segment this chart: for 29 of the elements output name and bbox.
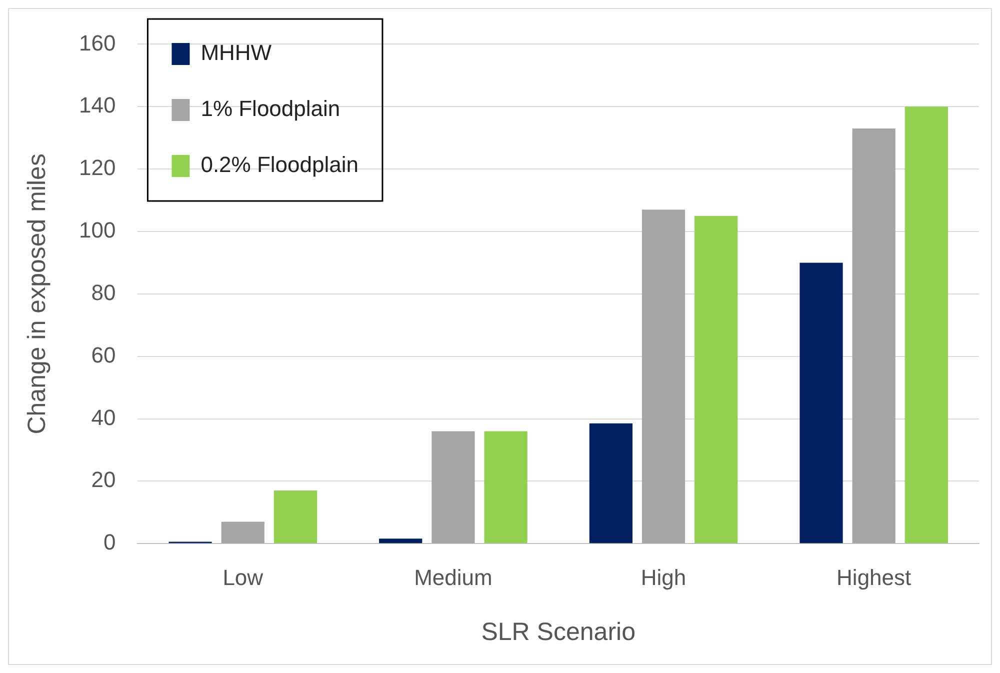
bar	[274, 490, 318, 544]
bar	[694, 216, 738, 544]
legend-label: 0.2% Floodplain	[200, 152, 358, 178]
bar	[852, 128, 896, 544]
legend-label: MHHW	[200, 40, 272, 66]
bar	[432, 431, 475, 544]
y-tick-label: 140	[78, 92, 116, 118]
bar	[484, 431, 528, 544]
x-tick-label: High	[640, 564, 686, 590]
y-axis-title: Change in exposed miles	[22, 154, 51, 434]
bar	[800, 262, 843, 544]
y-tick-label: 20	[91, 467, 116, 492]
y-tick-label: 0	[103, 530, 116, 555]
y-tick-label: 60	[91, 342, 116, 368]
bar	[221, 522, 264, 544]
bar	[589, 423, 632, 544]
y-tick-label: 80	[91, 280, 116, 305]
y-tick-label: 100	[78, 218, 116, 243]
x-tick-label: Highest	[836, 564, 912, 590]
bar	[904, 106, 948, 544]
x-tick-label: Medium	[414, 564, 492, 590]
x-tick-label: Low	[222, 564, 264, 590]
x-axis-title: SLR Scenario	[481, 618, 636, 646]
bar	[642, 210, 686, 544]
bar	[379, 538, 422, 544]
y-tick-label: 40	[91, 404, 116, 430]
y-tick-label: 160	[78, 30, 116, 56]
legend-label: 1% Floodplain	[200, 96, 340, 122]
y-tick-label: 120	[78, 155, 116, 180]
